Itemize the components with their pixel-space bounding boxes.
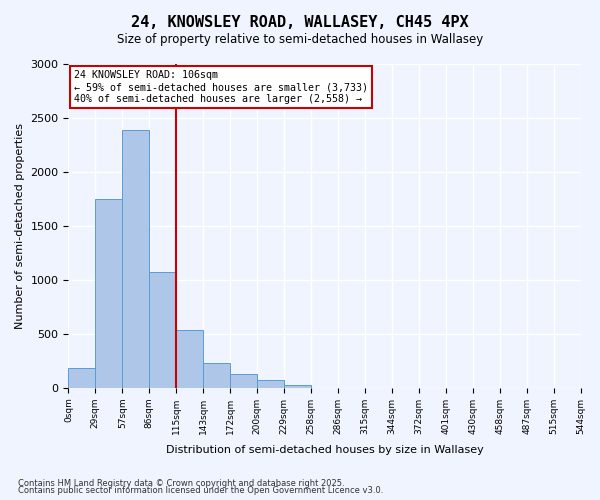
Bar: [203, 363, 230, 388]
Bar: [122, 130, 149, 388]
Text: 24, KNOWSLEY ROAD, WALLASEY, CH45 4PX: 24, KNOWSLEY ROAD, WALLASEY, CH45 4PX: [131, 15, 469, 30]
Bar: [95, 199, 122, 388]
Bar: [284, 384, 311, 388]
Text: Size of property relative to semi-detached houses in Wallasey: Size of property relative to semi-detach…: [117, 32, 483, 46]
Bar: [149, 272, 176, 388]
Bar: [257, 380, 284, 388]
Text: 24 KNOWSLEY ROAD: 106sqm
← 59% of semi-detached houses are smaller (3,733)
40% o: 24 KNOWSLEY ROAD: 106sqm ← 59% of semi-d…: [74, 70, 368, 104]
Bar: [68, 368, 95, 388]
Bar: [176, 330, 203, 388]
Y-axis label: Number of semi-detached properties: Number of semi-detached properties: [15, 123, 25, 329]
Text: Contains public sector information licensed under the Open Government Licence v3: Contains public sector information licen…: [18, 486, 383, 495]
Bar: [230, 374, 257, 388]
Text: Contains HM Land Registry data © Crown copyright and database right 2025.: Contains HM Land Registry data © Crown c…: [18, 478, 344, 488]
X-axis label: Distribution of semi-detached houses by size in Wallasey: Distribution of semi-detached houses by …: [166, 445, 484, 455]
